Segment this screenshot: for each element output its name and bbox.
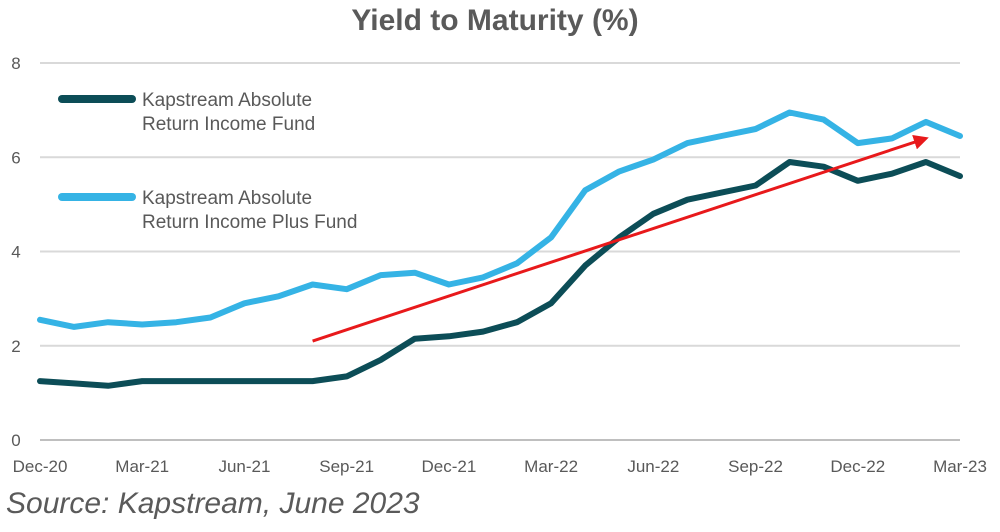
legend-label-series1-line1: Kapstream Absolute	[142, 90, 312, 111]
legend-label-series2-line2: Return Income Plus Fund	[142, 212, 357, 233]
y-tick-label: 8	[11, 54, 20, 73]
x-tick-label: Mar-23	[933, 457, 987, 476]
legend: Kapstream Absolute Return Income Fund Ka…	[58, 90, 357, 233]
grid-lines	[40, 62, 960, 441]
x-tick-label: Sep-22	[728, 457, 783, 476]
series-lines	[37, 109, 963, 389]
y-axis: 0 2 4 6 8	[11, 54, 20, 450]
y-tick-label: 0	[11, 431, 20, 450]
source-note: Source: Kapstream, June 2023	[6, 487, 420, 520]
x-tick-label: Sep-21	[319, 457, 374, 476]
y-tick-label: 2	[11, 337, 20, 356]
x-tick-label: Dec-21	[421, 457, 476, 476]
x-tick-label: Mar-21	[115, 457, 169, 476]
legend-label-series1-line2: Return Income Fund	[142, 114, 315, 135]
chart-title: Yield to Maturity (%)	[351, 4, 639, 37]
x-tick-label: Dec-22	[830, 457, 885, 476]
series-line-1	[37, 159, 963, 389]
series-line-2	[37, 109, 963, 330]
x-tick-label: Mar-22	[524, 457, 578, 476]
trend-arrow	[312, 135, 929, 343]
legend-label-series2-line1: Kapstream Absolute	[142, 188, 312, 209]
x-tick-label: Jun-22	[627, 457, 679, 476]
annotations	[312, 135, 929, 343]
x-axis: Dec-20 Mar-21 Jun-21 Sep-21 Dec-21 Mar-22 Jun-…	[13, 457, 987, 476]
y-tick-label: 6	[11, 148, 20, 167]
x-tick-label: Jun-21	[218, 457, 270, 476]
x-tick-label: Dec-20	[13, 457, 68, 476]
y-tick-label: 4	[11, 243, 20, 262]
